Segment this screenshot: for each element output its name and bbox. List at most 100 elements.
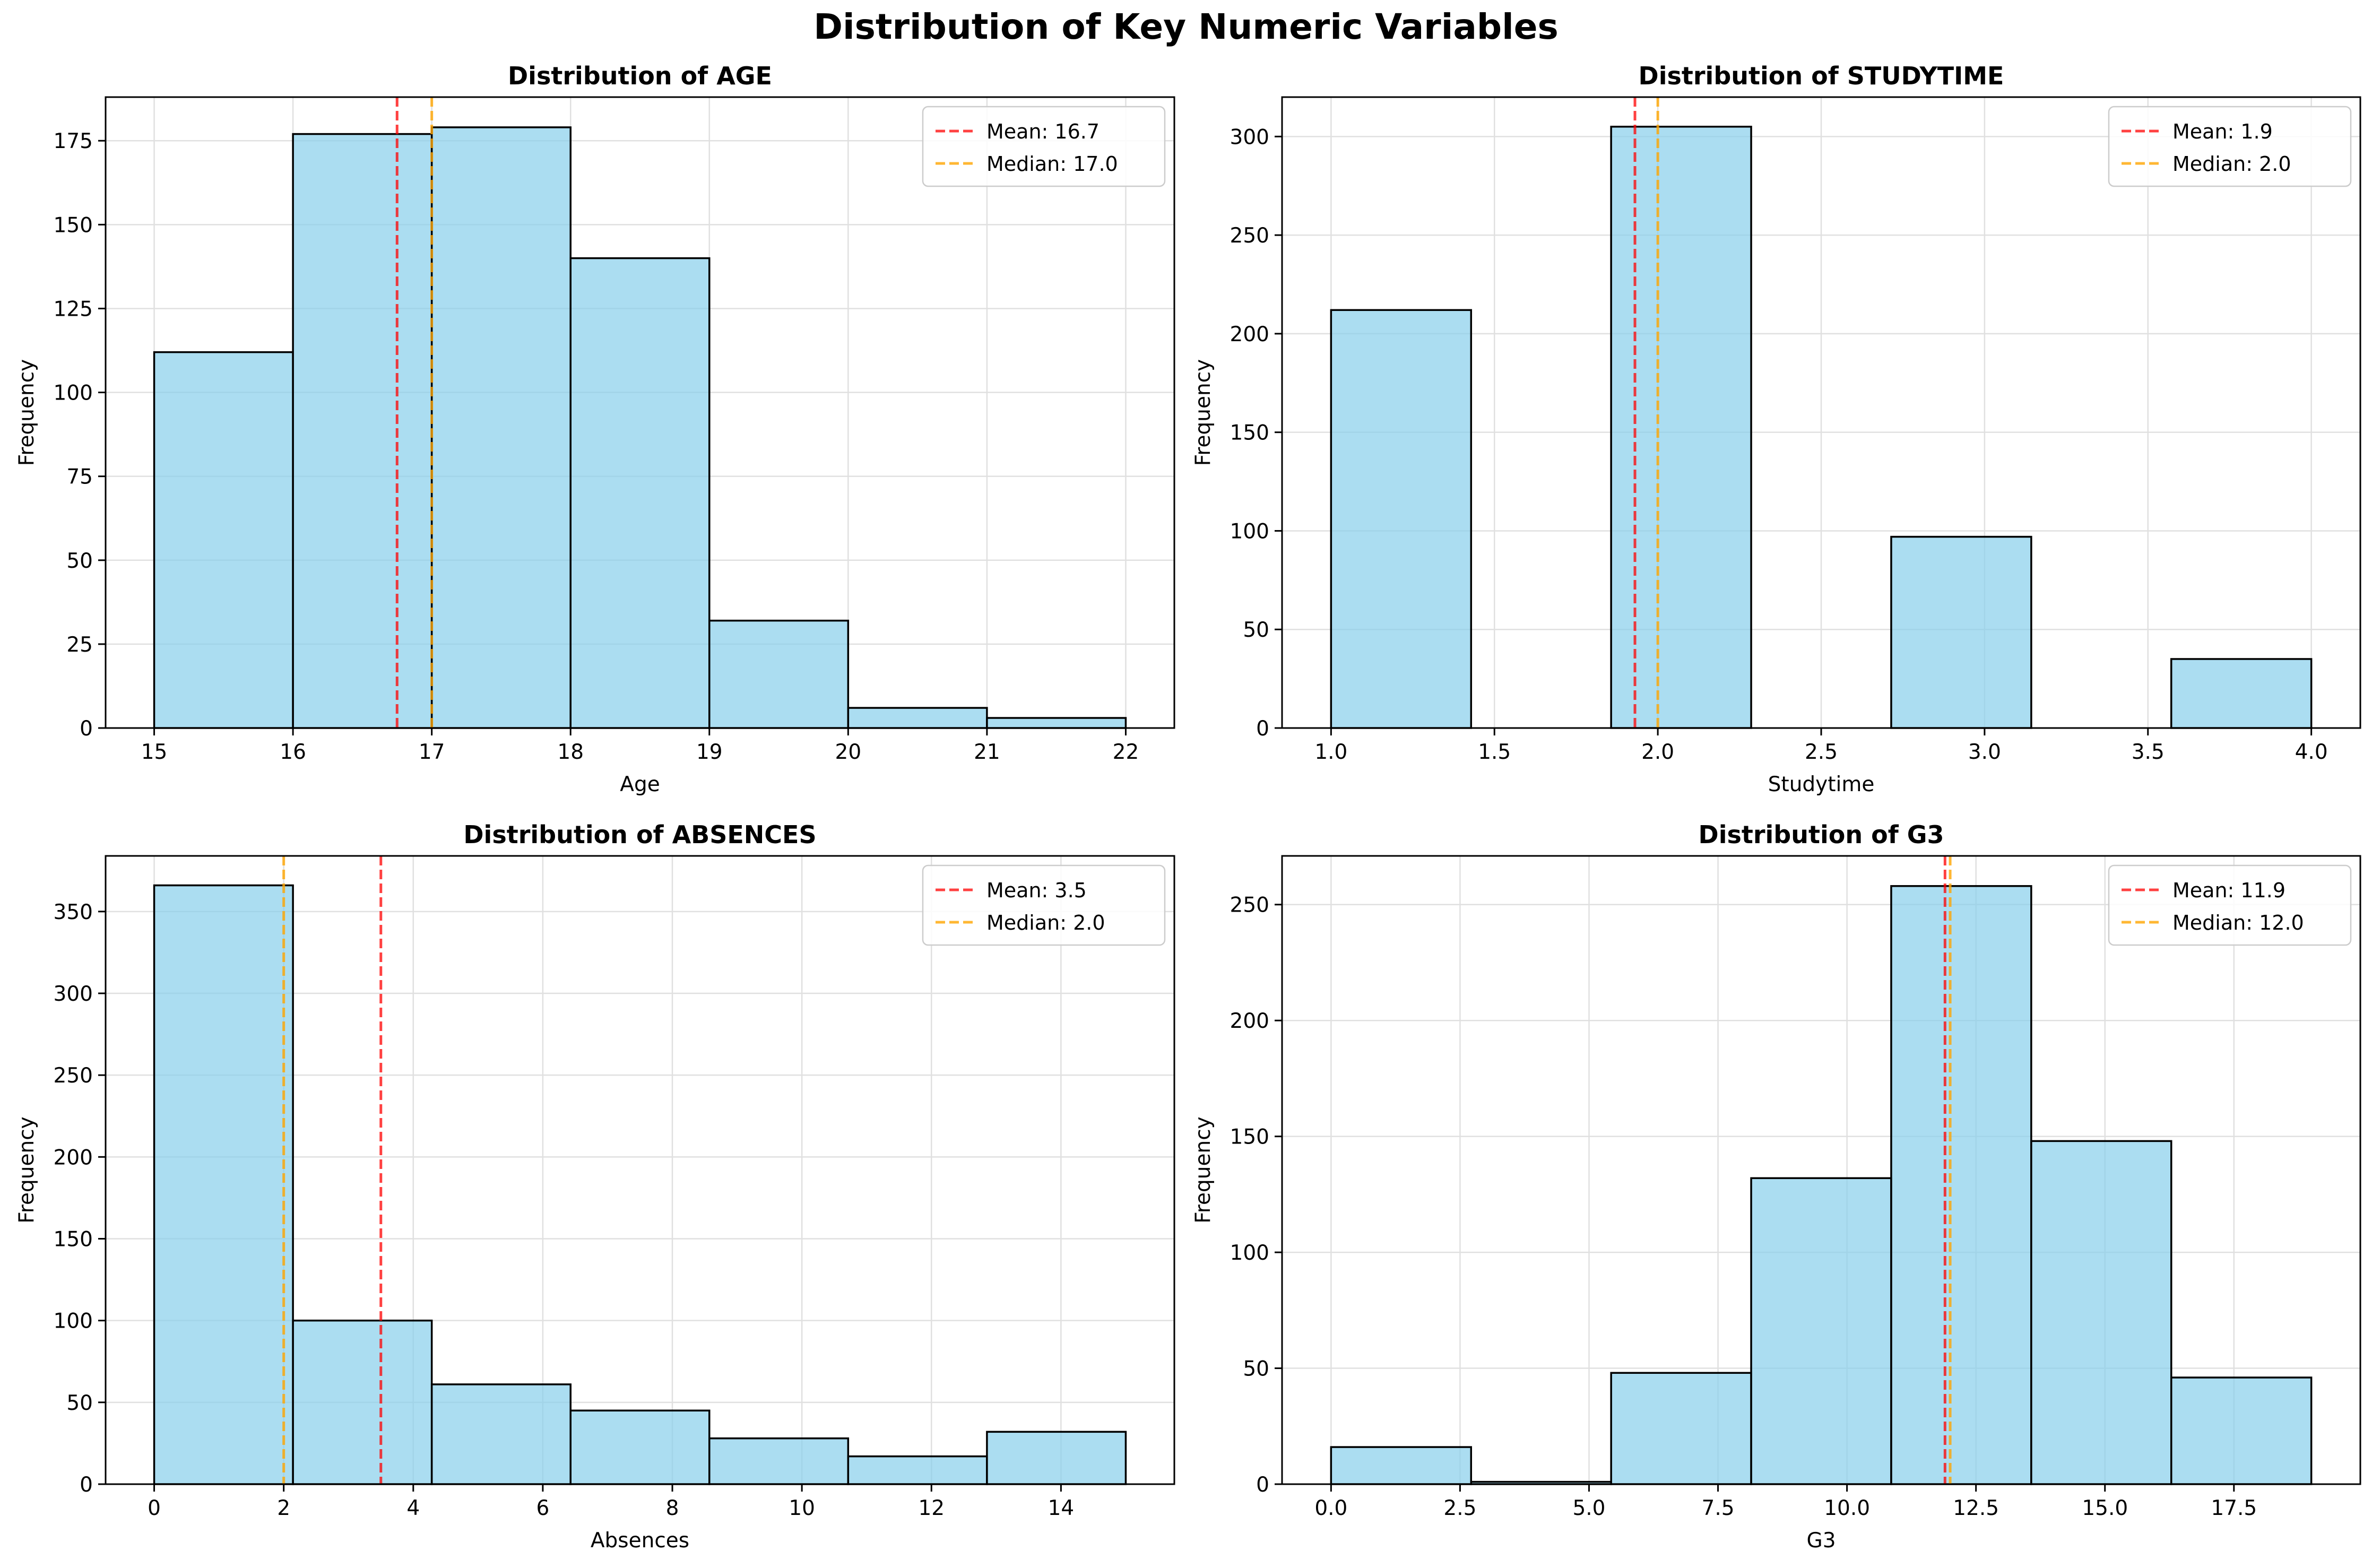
legend-box [2108, 864, 2352, 946]
legend: Mean: 1.9 Median: 2.0 [2108, 106, 2352, 187]
histogram-bar [1750, 1177, 1892, 1485]
x-tick-label: 17.5 [2211, 1496, 2257, 1520]
x-tick-label: 0.0 [1314, 1496, 1347, 1520]
x-tick-label: 3.5 [2132, 740, 2165, 764]
legend-median-label: Median: 12.0 [2172, 911, 2304, 934]
histogram-bar [292, 133, 433, 729]
histogram-bar [1330, 309, 1473, 729]
y-tick-label: 150 [1230, 421, 1269, 445]
legend-mean-label: Mean: 3.5 [986, 879, 1087, 902]
histogram-bar [153, 884, 294, 1485]
axes-frame [105, 855, 1175, 1485]
histogram-bar [986, 1431, 1127, 1485]
x-tick-label: 2.0 [1641, 740, 1674, 764]
x-tick-label: 15 [141, 740, 168, 764]
x-tick-label: 12 [918, 1496, 945, 1520]
panel-title: Distribution of G3 [1699, 820, 1944, 849]
panel-title: Distribution of AGE [508, 62, 772, 90]
x-axis-label: Age [620, 773, 660, 796]
y-tick-label: 200 [54, 1146, 93, 1169]
x-tick-label: 8 [666, 1496, 679, 1520]
y-tick-label: 100 [1230, 519, 1269, 543]
x-tick-label: 18 [557, 740, 584, 764]
x-tick-label: 1.5 [1478, 740, 1511, 764]
axes-frame [1281, 855, 2361, 1485]
x-tick-label: 19 [696, 740, 723, 764]
axes-frame [105, 96, 1175, 729]
x-axis-label: Studytime [1768, 773, 1875, 796]
legend-mean-label: Mean: 1.9 [2172, 120, 2273, 143]
y-axis-label: Frequency [1191, 1116, 1215, 1223]
histogram-bar [430, 126, 572, 729]
figure-title: Distribution of Key Numeric Variables [813, 6, 1559, 47]
x-tick-label: 4.0 [2295, 740, 2328, 764]
chart-panel-3: 0 2 4 6 8 10 12 14 0 50 100 150 200 250 300 350 Distribu… [15, 820, 1175, 1553]
y-tick-label: 125 [54, 297, 93, 321]
x-tick-label: 7.5 [1702, 1496, 1735, 1520]
y-tick-label: 300 [1230, 125, 1269, 149]
y-tick-label: 0 [80, 717, 93, 741]
chart-panel-2: 1.0 1.5 2.0 2.5 3.0 3.5 4.0 0 50 100 150 200 250 300 D… [1191, 62, 2361, 796]
y-tick-label: 350 [54, 900, 93, 924]
x-tick-label: 5.0 [1572, 1496, 1605, 1520]
histogram-bar [2170, 658, 2313, 729]
y-axis-label: Frequency [15, 359, 39, 466]
chart-panel-1: 15 16 17 18 19 20 21 22 0 25 50 75 100 125 150 175 Distr… [15, 62, 1175, 796]
panel-title: Distribution of STUDYTIME [1639, 62, 2004, 90]
legend-median-label: Median: 2.0 [2172, 152, 2291, 176]
histogram-bar [708, 619, 850, 729]
y-tick-label: 150 [54, 213, 93, 237]
y-tick-label: 50 [1243, 1357, 1269, 1381]
legend-box [922, 106, 1166, 187]
chart-panel-4: 0.0 2.5 5.0 7.5 10.0 12.5 15.0 17.5 0 50 100 150 200… [1191, 820, 2361, 1553]
y-tick-label: 150 [1230, 1125, 1269, 1149]
y-axis-label: Frequency [1191, 359, 1215, 466]
legend-mean-label: Mean: 16.7 [986, 120, 1100, 143]
y-tick-label: 250 [54, 1064, 93, 1088]
x-tick-label: 21 [974, 740, 1000, 764]
y-axis-label: Frequency [15, 1116, 39, 1223]
x-tick-label: 4 [406, 1496, 420, 1520]
y-tick-label: 300 [54, 982, 93, 1006]
histogram-bar [1610, 125, 1752, 729]
x-tick-label: 10.0 [1824, 1496, 1870, 1520]
legend-box [2108, 106, 2352, 187]
x-tick-label: 2.5 [1443, 1496, 1476, 1520]
y-tick-label: 250 [1230, 224, 1269, 248]
y-tick-label: 50 [66, 1391, 93, 1415]
x-tick-label: 6 [536, 1496, 549, 1520]
legend: Mean: 11.9 Median: 12.0 [2108, 864, 2352, 946]
y-tick-label: 75 [66, 465, 93, 489]
histogram-bar [708, 1437, 850, 1485]
histogram-bar [1330, 1446, 1473, 1485]
x-tick-label: 0 [148, 1496, 161, 1520]
panel-title: Distribution of ABSENCES [463, 820, 816, 849]
legend-mean-label: Mean: 11.9 [2172, 879, 2286, 902]
y-tick-label: 100 [1230, 1241, 1269, 1265]
x-tick-label: 2.5 [1805, 740, 1838, 764]
y-tick-label: 175 [54, 129, 93, 153]
x-tick-label: 17 [419, 740, 445, 764]
x-tick-label: 10 [789, 1496, 815, 1520]
histogram-bar [1610, 1372, 1752, 1485]
legend-box [922, 864, 1166, 946]
histogram-bar [569, 1409, 711, 1485]
y-tick-label: 250 [1230, 894, 1269, 917]
histogram-bar [2170, 1376, 2313, 1485]
x-tick-label: 16 [280, 740, 306, 764]
y-tick-label: 0 [80, 1473, 93, 1497]
histogram-bar [847, 707, 988, 729]
x-axis-label: Absences [591, 1529, 689, 1553]
legend: Mean: 16.7 Median: 17.0 [922, 106, 1166, 187]
x-tick-label: 3.0 [1968, 740, 2001, 764]
y-tick-label: 100 [54, 1310, 93, 1333]
histogram-bar [1890, 535, 2032, 729]
x-tick-label: 15.0 [2082, 1496, 2128, 1520]
x-tick-label: 2 [277, 1496, 290, 1520]
y-tick-label: 200 [1230, 323, 1269, 346]
histogram-bar [986, 717, 1127, 729]
legend-median-label: Median: 17.0 [986, 152, 1118, 176]
legend: Mean: 3.5 Median: 2.0 [922, 864, 1166, 946]
histogram-bar [847, 1455, 988, 1485]
